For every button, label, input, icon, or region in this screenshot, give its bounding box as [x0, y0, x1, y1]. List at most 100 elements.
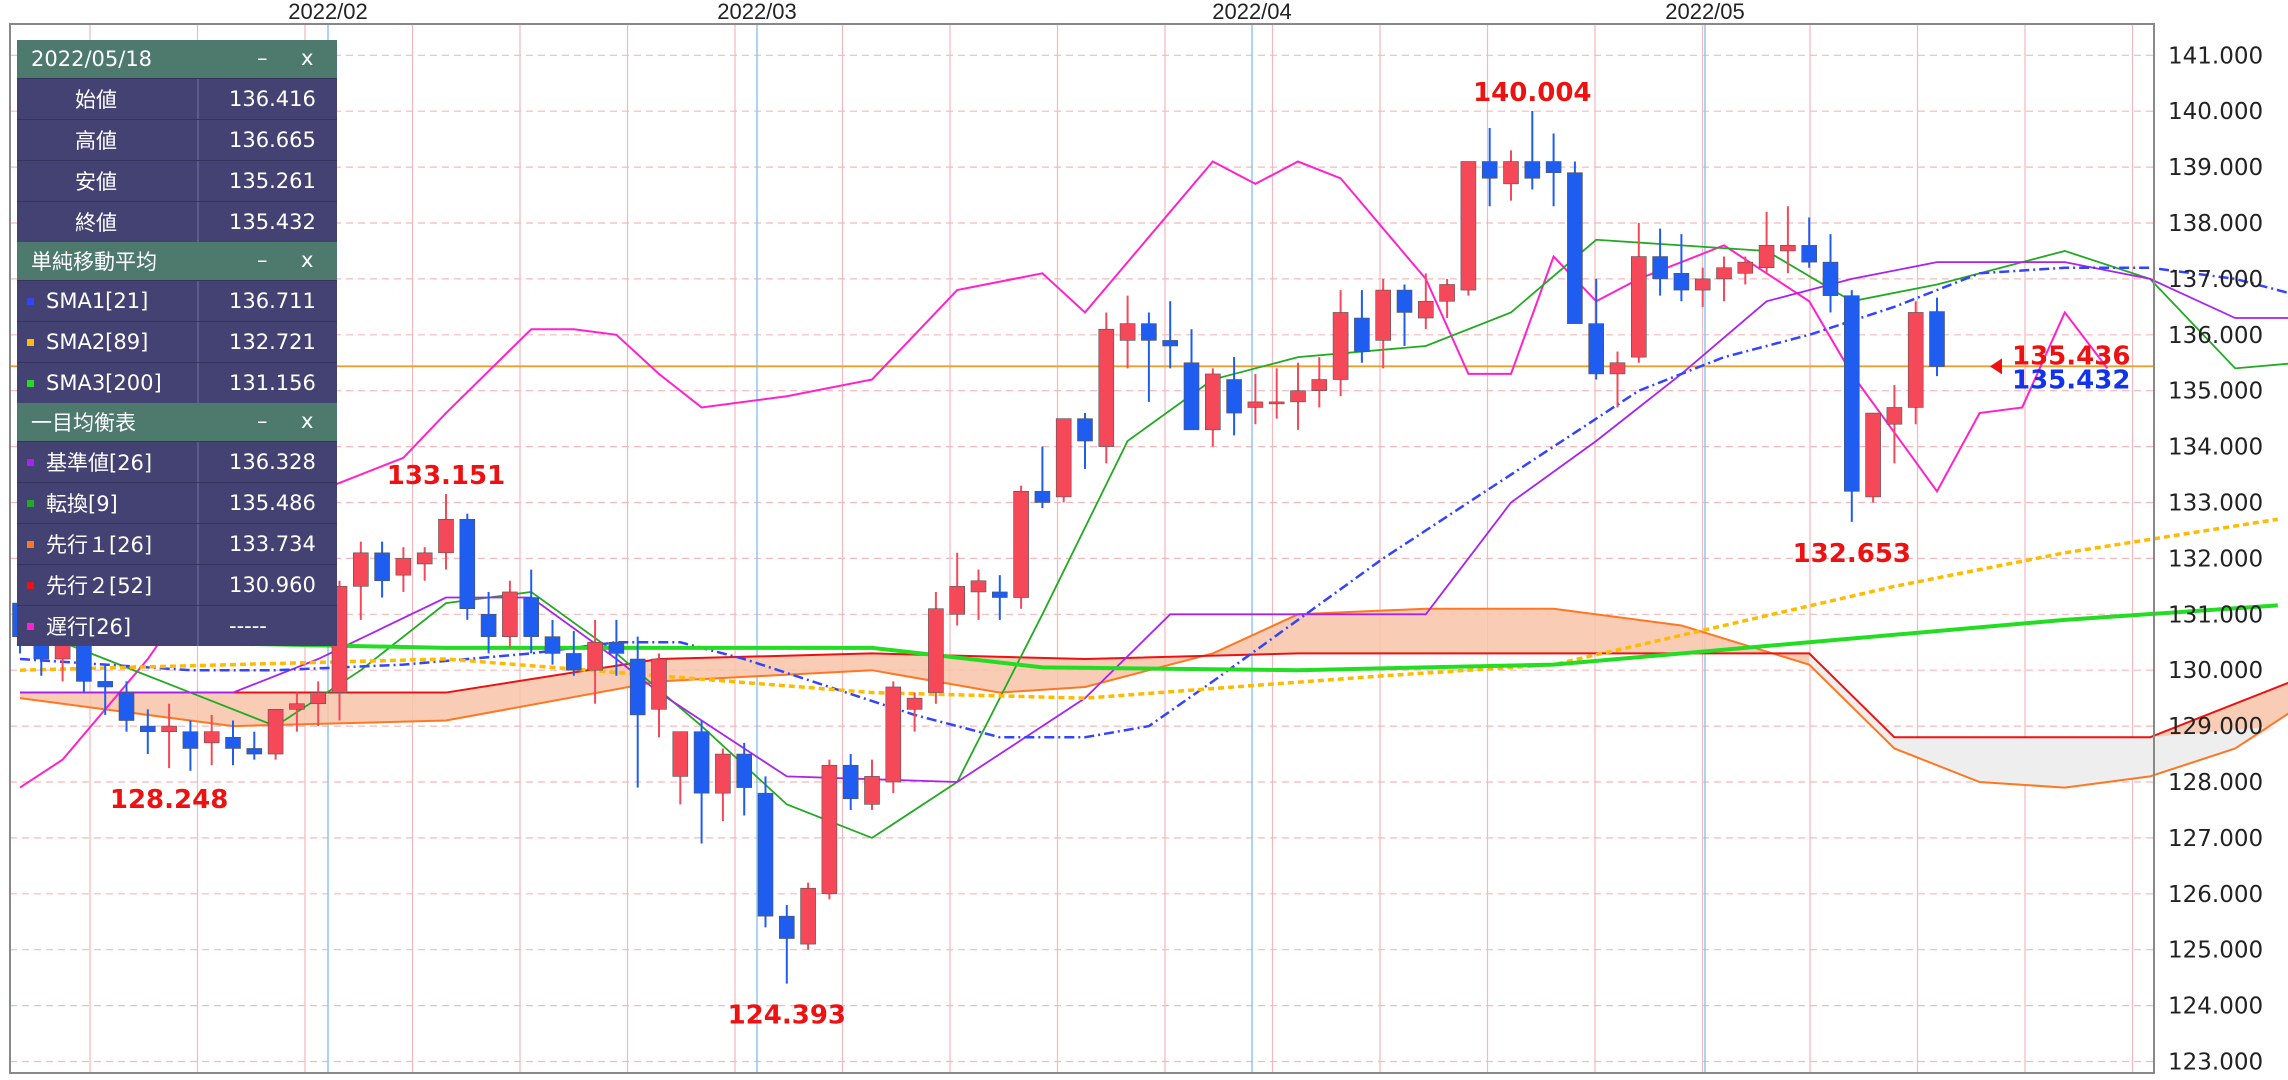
senkou2-swatch-icon [27, 581, 34, 589]
candle-body [374, 552, 390, 582]
candle-body [1694, 278, 1711, 291]
price-annotation: 133.151 [387, 461, 505, 491]
candle-body [438, 518, 454, 554]
candle [310, 681, 327, 727]
close-button[interactable]: x [301, 248, 314, 272]
y-tick-label: 132.000 [2168, 546, 2263, 572]
candle [1865, 412, 1881, 503]
candle [1801, 217, 1817, 268]
chikou-line [19, 160, 2109, 789]
ichimoku-row: 転換[9] 135.486 [17, 482, 337, 523]
candle-body [1609, 362, 1626, 375]
candle-body [1801, 245, 1817, 263]
candle-body [289, 703, 305, 710]
senkou2-value: 130.960 [229, 573, 316, 597]
senkou1-line [19, 607, 2288, 789]
low-value: 135.261 [229, 169, 316, 193]
close-button[interactable]: x [301, 46, 314, 70]
candle-body [203, 731, 220, 744]
candle-body [821, 764, 838, 895]
candle [352, 541, 369, 620]
candle [800, 882, 816, 950]
candle [1503, 150, 1519, 201]
candle-body [778, 915, 795, 939]
senkou1-swatch-icon [27, 540, 34, 548]
candle [1268, 368, 1285, 419]
candle-body [928, 608, 944, 693]
candle [182, 720, 199, 771]
y-tick-label: 140.000 [2168, 99, 2263, 125]
candle [949, 552, 966, 626]
ichimoku-cloud-bear [1809, 653, 2278, 788]
candle [778, 904, 795, 984]
candle-body [246, 748, 263, 755]
close-value: 135.432 [229, 210, 316, 234]
candle-body [864, 776, 880, 805]
date-header-text: 2022/05/18 [31, 47, 153, 71]
candle-body [1822, 261, 1839, 296]
candle-body [352, 552, 369, 587]
minimize-button[interactable]: – [257, 46, 268, 70]
candle-body [1055, 418, 1072, 498]
candle [864, 759, 880, 810]
candle [1226, 357, 1242, 436]
candle-body [736, 753, 753, 788]
candle-body [1375, 289, 1391, 341]
candle [118, 681, 135, 732]
sma1-label: SMA1[21] [46, 289, 149, 313]
minimize-button[interactable]: – [257, 248, 268, 272]
candle-body [1631, 256, 1647, 358]
sma2-value: 132.721 [229, 330, 316, 354]
info-panel[interactable]: 2022/05/18 – x 始値 136.416 高値 136.665 安値 135… [17, 40, 337, 646]
candle [267, 709, 284, 760]
candle-body [693, 731, 710, 794]
candle-body [1077, 418, 1093, 442]
y-tick-label: 125.000 [2168, 938, 2263, 964]
candle-body [225, 736, 241, 749]
candle-body [1418, 300, 1434, 319]
sma-row: SMA3[200] 131.156 [17, 362, 337, 403]
candle-body [1886, 407, 1903, 425]
y-tick-label: 126.000 [2168, 882, 2263, 908]
x-tick-label: 2022/05 [1665, 0, 1745, 24]
close-button[interactable]: x [301, 409, 314, 433]
ichimoku-header-text: 一目均衡表 [31, 411, 136, 435]
y-tick-label: 134.000 [2168, 435, 2263, 461]
high-value: 136.665 [229, 128, 316, 152]
low-label: 安値 [75, 170, 117, 194]
ichimoku-row: 遅行[26] ----- [17, 605, 337, 646]
candle [1716, 256, 1732, 302]
candle [1311, 357, 1328, 408]
sma-header-text: 単純移動平均 [31, 250, 157, 274]
candle-body [1162, 340, 1178, 347]
candle [1524, 110, 1541, 190]
candle [1119, 295, 1136, 369]
candle [565, 631, 582, 676]
candle-body [949, 586, 966, 615]
candle [203, 714, 220, 766]
y-tick-label: 136.000 [2168, 323, 2263, 349]
candle [1588, 278, 1604, 380]
candle [97, 664, 113, 715]
senkou1-label: 先行１[26] [46, 533, 153, 557]
candle [438, 494, 454, 570]
plot-frame [9, 23, 2155, 1074]
chikou-label: 遅行[26] [46, 615, 132, 639]
candle-body [118, 692, 135, 721]
y-tick-label: 130.000 [2168, 658, 2263, 684]
senkou1-value: 133.734 [229, 532, 316, 556]
ichimoku-row: 基準値[26] 136.328 [17, 441, 337, 482]
open-label: 始値 [75, 88, 117, 112]
candle-body [1460, 161, 1477, 291]
candle-body [310, 692, 327, 705]
sma1-swatch-icon [27, 297, 34, 305]
minimize-button[interactable]: – [257, 409, 268, 433]
candle [1141, 312, 1157, 402]
candle-body [1290, 390, 1306, 403]
candle-body [1758, 245, 1775, 269]
candle-body [1865, 412, 1881, 498]
candle [1162, 301, 1178, 369]
candle-body [267, 709, 284, 755]
candle-body [1844, 295, 1860, 492]
candle-body [1929, 311, 1945, 367]
